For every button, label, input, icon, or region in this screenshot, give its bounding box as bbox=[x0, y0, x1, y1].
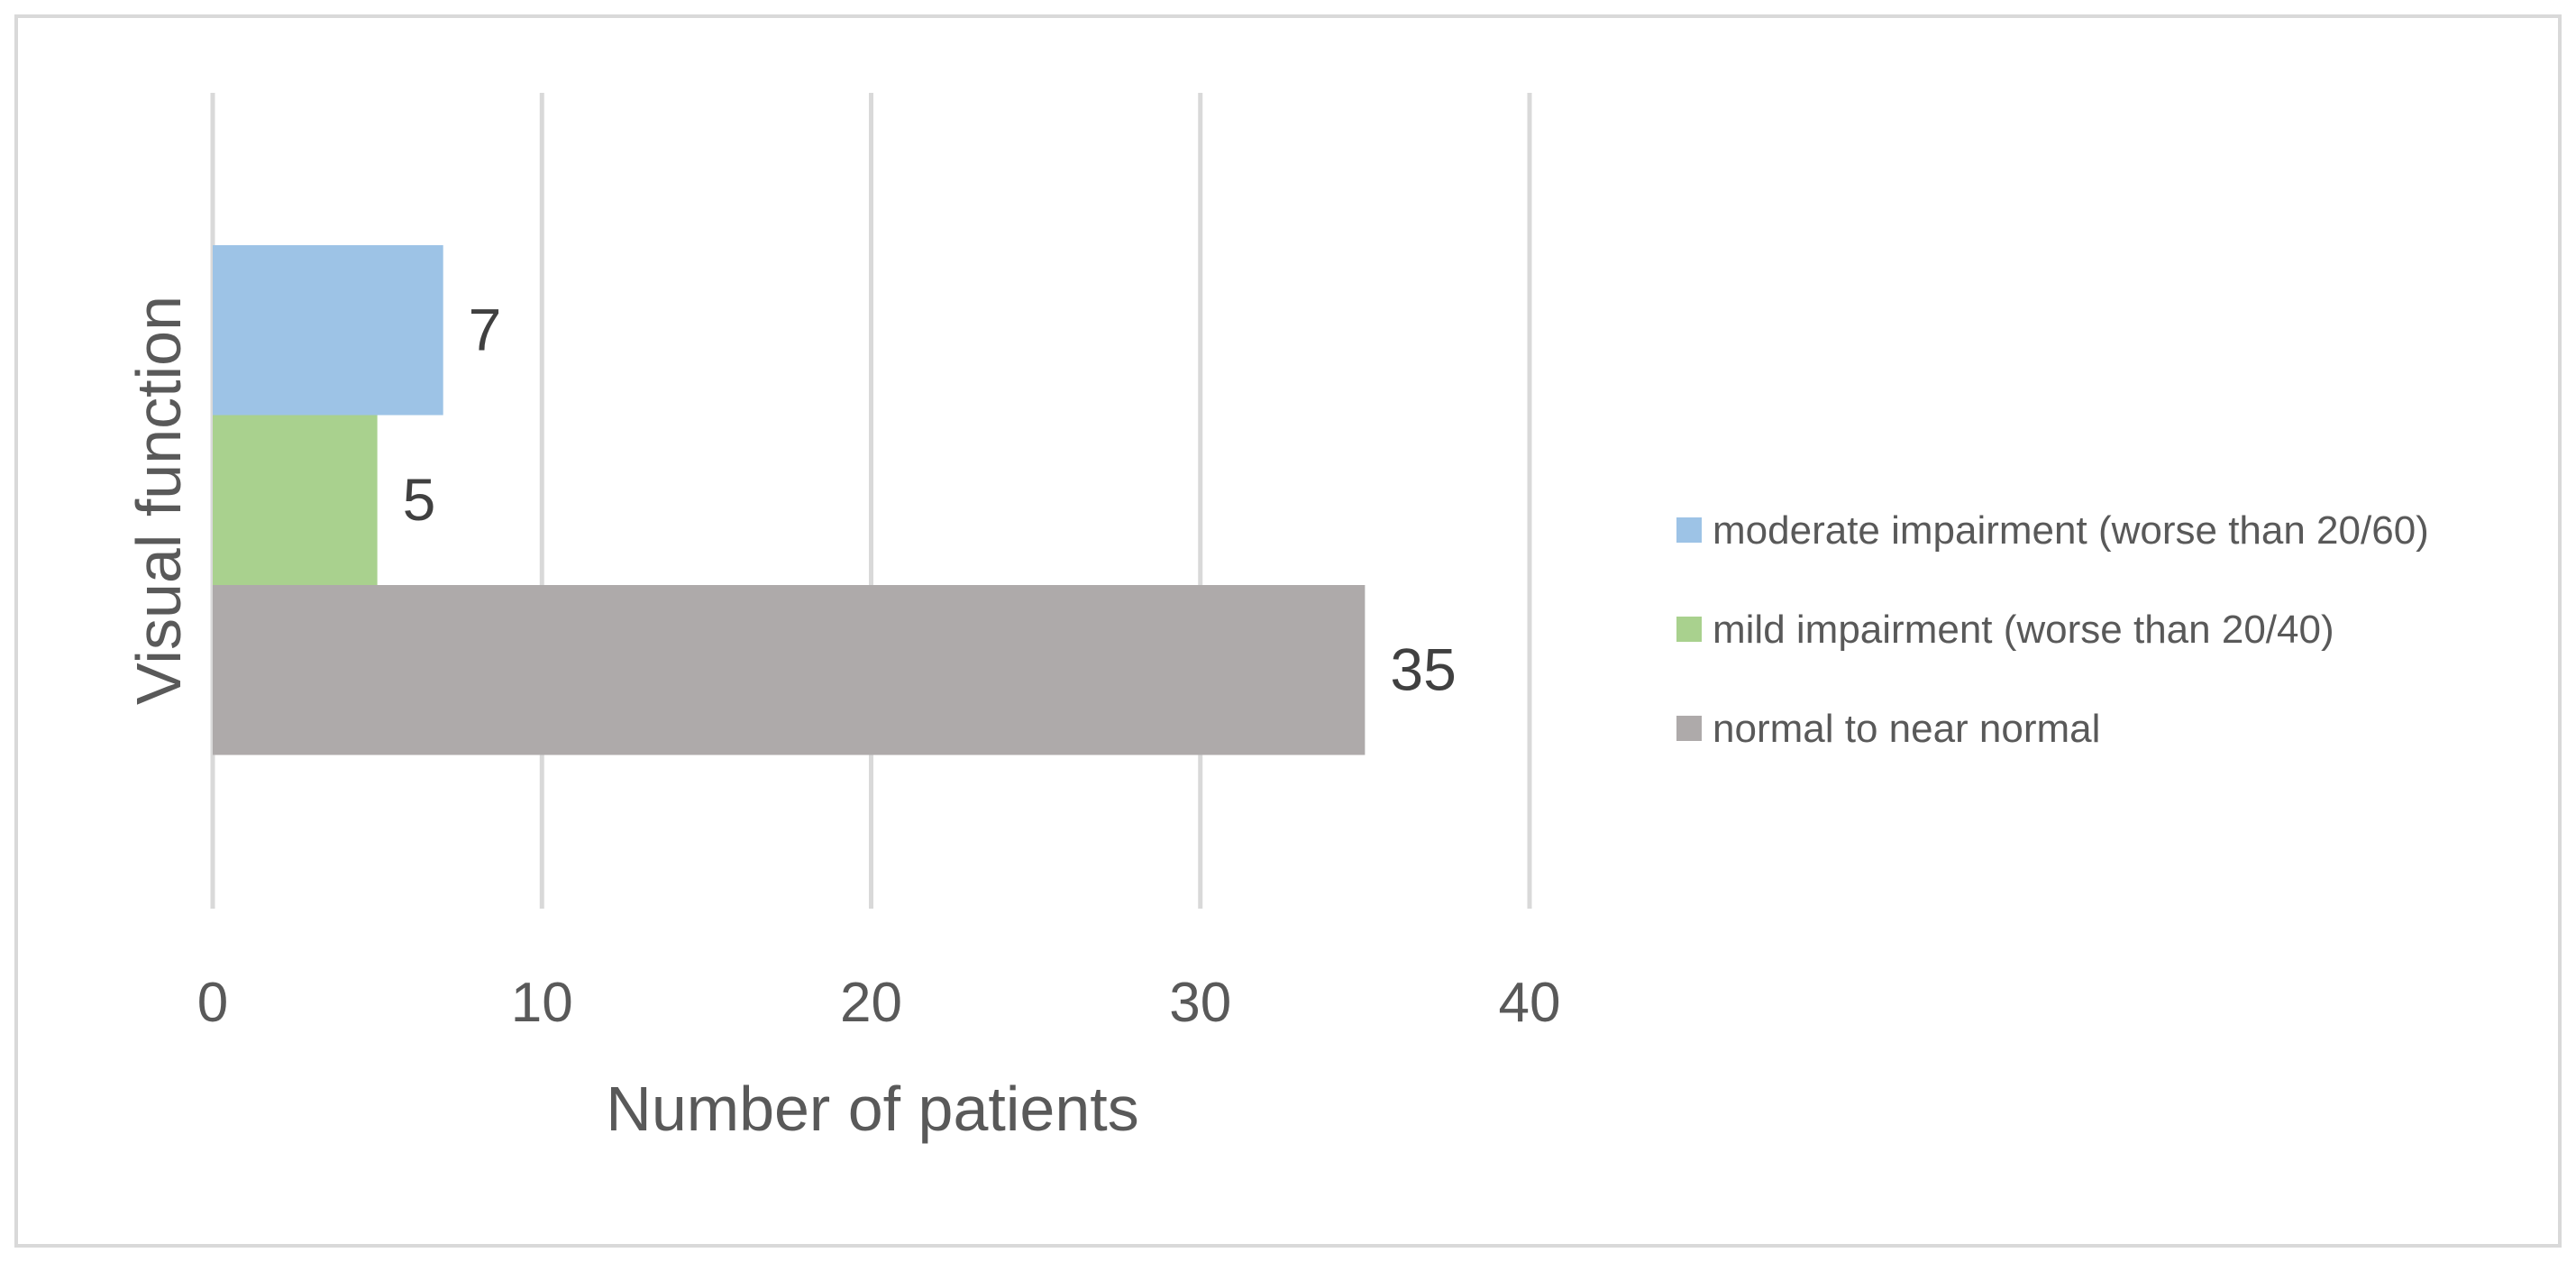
legend-swatch bbox=[1676, 517, 1702, 543]
data-label: 5 bbox=[403, 466, 436, 533]
data-label: 35 bbox=[1390, 636, 1456, 702]
x-tick-label: 40 bbox=[1499, 972, 1561, 1034]
legend-label: moderate impairment (worse than 20/60) bbox=[1713, 508, 2429, 553]
legend-swatch bbox=[1676, 716, 1702, 741]
legend-label: mild impairment (worse than 20/40) bbox=[1713, 608, 2334, 652]
legend-swatch bbox=[1676, 617, 1702, 642]
x-tick-label: 0 bbox=[197, 972, 228, 1034]
gridlines bbox=[210, 93, 1532, 909]
x-tick-label: 30 bbox=[1169, 972, 1231, 1034]
x-axis-title: Number of patients bbox=[606, 1074, 1138, 1144]
bar bbox=[213, 245, 443, 416]
x-axis-ticks: 0 10 20 30 40 bbox=[197, 972, 1561, 1034]
legend-label: normal to near normal bbox=[1713, 707, 2100, 751]
x-tick-label: 20 bbox=[840, 972, 902, 1034]
bar bbox=[213, 585, 1366, 755]
bar bbox=[213, 415, 378, 585]
x-tick-label: 10 bbox=[511, 972, 573, 1034]
legend: moderate impairment (worse than 20/60) mi… bbox=[1676, 508, 2429, 751]
data-label: 7 bbox=[469, 296, 502, 362]
y-axis-title: Visual function bbox=[123, 296, 194, 705]
bars bbox=[213, 245, 1366, 755]
data-labels: 7 5 35 bbox=[403, 296, 1457, 702]
